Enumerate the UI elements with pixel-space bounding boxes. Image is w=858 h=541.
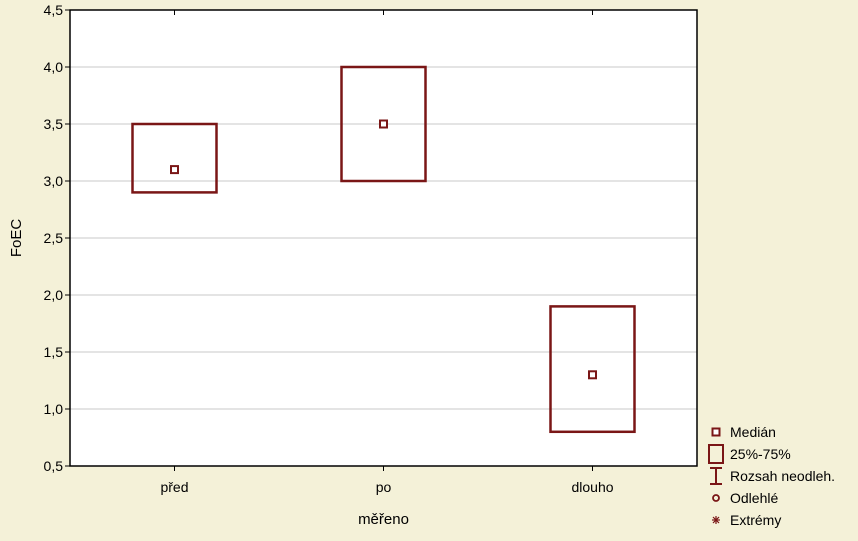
median-marker-3 — [588, 370, 597, 380]
legend-item: Odlehlé — [712, 490, 778, 506]
legend-label: Medián — [730, 424, 776, 440]
legend-label: Odlehlé — [730, 490, 778, 506]
legend: Medián 25%-75% Rozsah neodleh. Odlehlé Extré… — [708, 424, 835, 528]
x-tick-label: před — [160, 479, 188, 495]
y-tick-label: 2,5 — [44, 230, 64, 246]
y-tick-label: 0,5 — [44, 458, 64, 474]
legend-label: Rozsah neodleh. — [730, 468, 835, 484]
y-tick-label: 3,0 — [44, 173, 64, 189]
box-2 — [340, 65, 427, 183]
y-ticks: 0,5 1,0 1,5 2,0 2,5 3,0 3,5 4,0 4,5 — [44, 2, 70, 474]
legend-median-icon — [711, 427, 721, 437]
y-tick-label: 1,0 — [44, 401, 64, 417]
y-tick-label: 1,5 — [44, 344, 64, 360]
legend-label: 25%-75% — [730, 446, 791, 462]
legend-label: Extrémy — [730, 512, 781, 528]
x-tick-label: dlouho — [571, 479, 613, 495]
box-1 — [131, 122, 218, 194]
y-axis-title: FoEC — [8, 219, 25, 258]
box-3 — [549, 305, 636, 434]
median-marker-2 — [379, 119, 388, 129]
legend-whisker-icon — [710, 467, 722, 485]
y-tick-label: 3,5 — [44, 116, 64, 132]
legend-item: Rozsah neodleh. — [710, 467, 835, 485]
x-ticks: před po dlouho — [160, 10, 614, 495]
legend-item: 25%-75% — [708, 444, 791, 464]
legend-item: Extrémy — [712, 512, 781, 528]
legend-outlier-icon — [712, 494, 720, 502]
boxes — [131, 65, 636, 434]
legend-box-icon — [708, 444, 724, 464]
legend-item: Medián — [711, 424, 776, 440]
median-marker-1 — [170, 165, 179, 175]
y-tick-label: 4,5 — [44, 2, 64, 18]
y-tick-label: 2,0 — [44, 287, 64, 303]
legend-extreme-icon — [712, 516, 720, 524]
x-tick-label: po — [376, 479, 392, 495]
x-axis-title: měřeno — [358, 511, 409, 528]
y-tick-label: 4,0 — [44, 59, 64, 75]
